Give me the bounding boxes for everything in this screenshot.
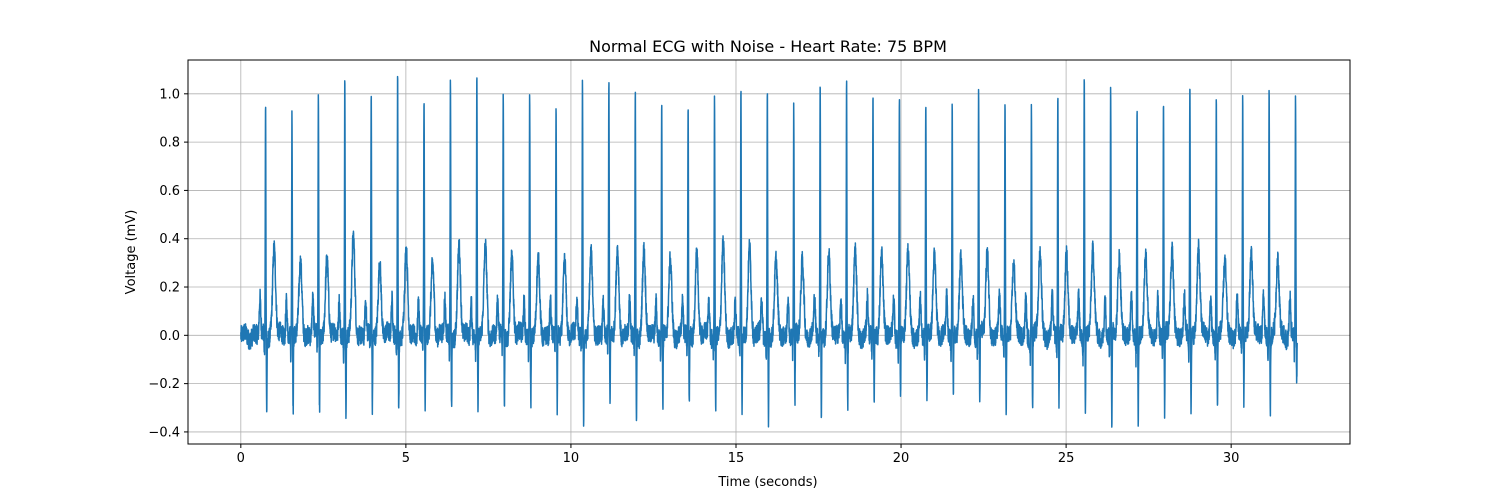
y-tick-label: 0.6 xyxy=(159,184,180,199)
y-tick-label: 0.0 xyxy=(159,329,180,344)
x-axis-ticks: 0 5 10 15 20 25 30 xyxy=(237,444,1240,466)
y-tick-label: 1.0 xyxy=(159,87,180,102)
x-tick-label: 10 xyxy=(563,451,580,466)
y-tick-label: −0.2 xyxy=(148,377,180,392)
x-tick-label: 0 xyxy=(237,451,245,466)
x-tick-label: 20 xyxy=(893,451,910,466)
plot-area xyxy=(240,75,1298,428)
y-tick-label: 0.8 xyxy=(159,136,180,151)
chart-title: Normal ECG with Noise - Heart Rate: 75 B… xyxy=(589,37,947,56)
y-tick-label: 0.4 xyxy=(159,232,180,247)
x-tick-label: 5 xyxy=(402,451,410,466)
x-tick-label: 30 xyxy=(1223,451,1240,466)
x-tick-label: 25 xyxy=(1058,451,1075,466)
x-tick-label: 15 xyxy=(728,451,745,466)
y-axis-label: Voltage (mV) xyxy=(124,210,139,295)
y-tick-label: 0.2 xyxy=(159,281,180,296)
ecg-series-line xyxy=(240,75,1298,428)
axes-frame xyxy=(187,59,1351,445)
x-axis-label: Time (seconds) xyxy=(717,475,817,490)
y-axis-ticks: −0.4 −0.2 0.0 0.2 0.4 0.6 0.8 1.0 xyxy=(148,87,188,440)
y-tick-label: −0.4 xyxy=(148,425,180,440)
